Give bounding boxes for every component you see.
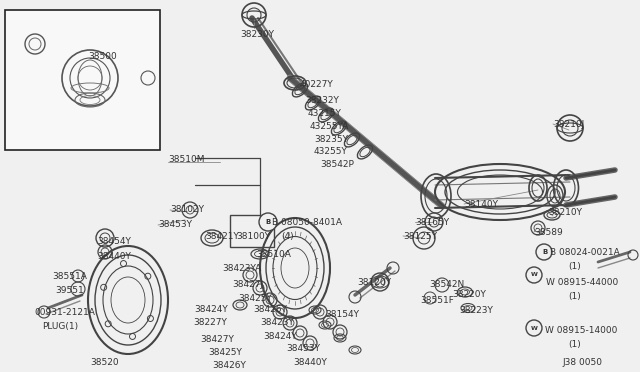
Text: 38423YA: 38423YA bbox=[222, 264, 261, 273]
Text: 38589: 38589 bbox=[534, 228, 563, 237]
Text: 43255YA: 43255YA bbox=[310, 122, 349, 131]
Text: W 08915-44000: W 08915-44000 bbox=[546, 278, 618, 287]
Text: 38551F: 38551F bbox=[420, 296, 454, 305]
Text: 38542P: 38542P bbox=[320, 160, 354, 169]
Text: 38440Y: 38440Y bbox=[293, 358, 327, 367]
Circle shape bbox=[526, 320, 542, 336]
Text: 38520: 38520 bbox=[90, 358, 118, 367]
Text: 38551A: 38551A bbox=[52, 272, 87, 281]
Text: 43255Y: 43255Y bbox=[314, 147, 348, 156]
Bar bbox=[5, 10, 160, 150]
Text: PLUG(1): PLUG(1) bbox=[42, 322, 78, 331]
Text: 38165Y: 38165Y bbox=[415, 218, 449, 227]
Text: 38102Y: 38102Y bbox=[170, 205, 204, 214]
Text: 38454Y: 38454Y bbox=[97, 237, 131, 246]
Text: 38423Y: 38423Y bbox=[260, 318, 294, 327]
Text: B 08050-8401A: B 08050-8401A bbox=[272, 218, 342, 227]
Text: 38510A: 38510A bbox=[256, 250, 291, 259]
Text: 38223Y: 38223Y bbox=[459, 306, 493, 315]
Text: (1): (1) bbox=[568, 262, 580, 271]
Text: 38100Y: 38100Y bbox=[236, 232, 270, 241]
Text: 39551: 39551 bbox=[55, 286, 84, 295]
Text: 38210J: 38210J bbox=[553, 120, 584, 129]
Text: 38426Y: 38426Y bbox=[253, 305, 287, 314]
Text: (1): (1) bbox=[568, 292, 580, 301]
Text: 38453Y: 38453Y bbox=[286, 344, 320, 353]
Text: 38425Y: 38425Y bbox=[208, 348, 242, 357]
Text: 38542N: 38542N bbox=[429, 280, 464, 289]
Text: B 08024-0021A: B 08024-0021A bbox=[550, 248, 620, 257]
Text: 38426Y: 38426Y bbox=[212, 361, 246, 370]
Text: (1): (1) bbox=[568, 340, 580, 349]
Text: W: W bbox=[531, 326, 538, 330]
Text: 00931-2121A: 00931-2121A bbox=[34, 308, 95, 317]
Text: 38440Y: 38440Y bbox=[97, 252, 131, 261]
Text: 38235Y: 38235Y bbox=[314, 135, 348, 144]
Text: J38 0050: J38 0050 bbox=[562, 358, 602, 367]
Text: W: W bbox=[531, 273, 538, 278]
Text: 38227Y: 38227Y bbox=[193, 318, 227, 327]
Bar bbox=[230, 215, 274, 247]
Text: 38510M: 38510M bbox=[168, 155, 205, 164]
Text: 38232Y: 38232Y bbox=[305, 96, 339, 105]
Text: B: B bbox=[266, 219, 271, 225]
Text: W 08915-14000: W 08915-14000 bbox=[545, 326, 618, 335]
Text: 38500: 38500 bbox=[88, 52, 116, 61]
Text: B: B bbox=[542, 249, 548, 255]
Text: 43215Y: 43215Y bbox=[308, 109, 342, 118]
Text: 38453Y: 38453Y bbox=[158, 220, 192, 229]
Text: 38210Y: 38210Y bbox=[548, 208, 582, 217]
Text: (4): (4) bbox=[281, 232, 294, 241]
Circle shape bbox=[536, 244, 552, 260]
Circle shape bbox=[526, 267, 542, 283]
Text: 38424Y: 38424Y bbox=[263, 332, 297, 341]
Text: 38424Y: 38424Y bbox=[194, 305, 228, 314]
Text: 38140Y: 38140Y bbox=[464, 200, 498, 209]
Text: 38425Y: 38425Y bbox=[238, 294, 272, 303]
Text: 40227Y: 40227Y bbox=[300, 80, 333, 89]
Text: 38427Y: 38427Y bbox=[200, 335, 234, 344]
Text: 38120Y: 38120Y bbox=[357, 278, 391, 287]
Circle shape bbox=[259, 213, 277, 231]
Text: 38427J: 38427J bbox=[232, 280, 263, 289]
Text: 38154Y: 38154Y bbox=[325, 310, 359, 319]
Text: 38230Y: 38230Y bbox=[240, 30, 274, 39]
Text: 38220Y: 38220Y bbox=[452, 290, 486, 299]
Text: 38125Y: 38125Y bbox=[403, 232, 437, 241]
Text: 38421Y: 38421Y bbox=[205, 232, 239, 241]
